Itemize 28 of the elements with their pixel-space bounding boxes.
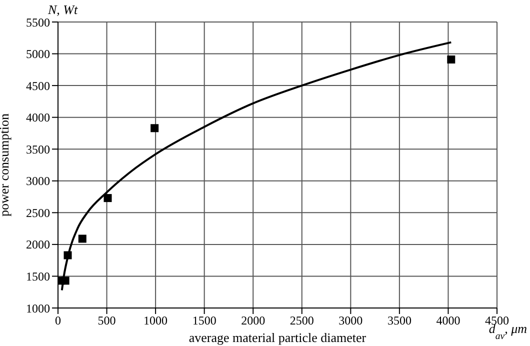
- x-tick-label: 2500: [290, 314, 314, 328]
- y-tick-label: 2500: [26, 206, 50, 220]
- x-tick-label: 2000: [241, 314, 266, 328]
- point: [447, 56, 456, 64]
- point: [64, 251, 72, 260]
- y-tick-label: 2000: [26, 238, 50, 252]
- y-tick-label: 3000: [26, 174, 50, 188]
- y-tick-label: 3500: [26, 142, 50, 156]
- x-tick-label: 4000: [436, 314, 460, 328]
- x-tick-label: 3000: [338, 314, 363, 328]
- x-tick-label: 1000: [144, 314, 168, 328]
- y-tick-label: 4500: [26, 78, 50, 93]
- y-tick-label: 5000: [26, 47, 50, 62]
- y-axis-title: power consumption: [0, 113, 12, 216]
- x-axis-title: average material particle diameter: [188, 330, 367, 345]
- point: [104, 194, 112, 202]
- y-tick-label: 4000: [26, 110, 50, 125]
- y-tick-label: 5500: [26, 15, 50, 30]
- x-tick-label: 500: [98, 314, 116, 328]
- y-tick-label: 1000: [26, 301, 50, 316]
- text: N, Wt: [47, 2, 78, 17]
- point: [78, 234, 86, 243]
- x-tick-label: 0: [55, 314, 61, 328]
- point: [61, 276, 70, 285]
- y-tick-label: 1500: [26, 269, 50, 284]
- x-tick-label: 3500: [387, 314, 412, 328]
- x-tick-label: 1500: [192, 314, 216, 328]
- point: [150, 124, 159, 132]
